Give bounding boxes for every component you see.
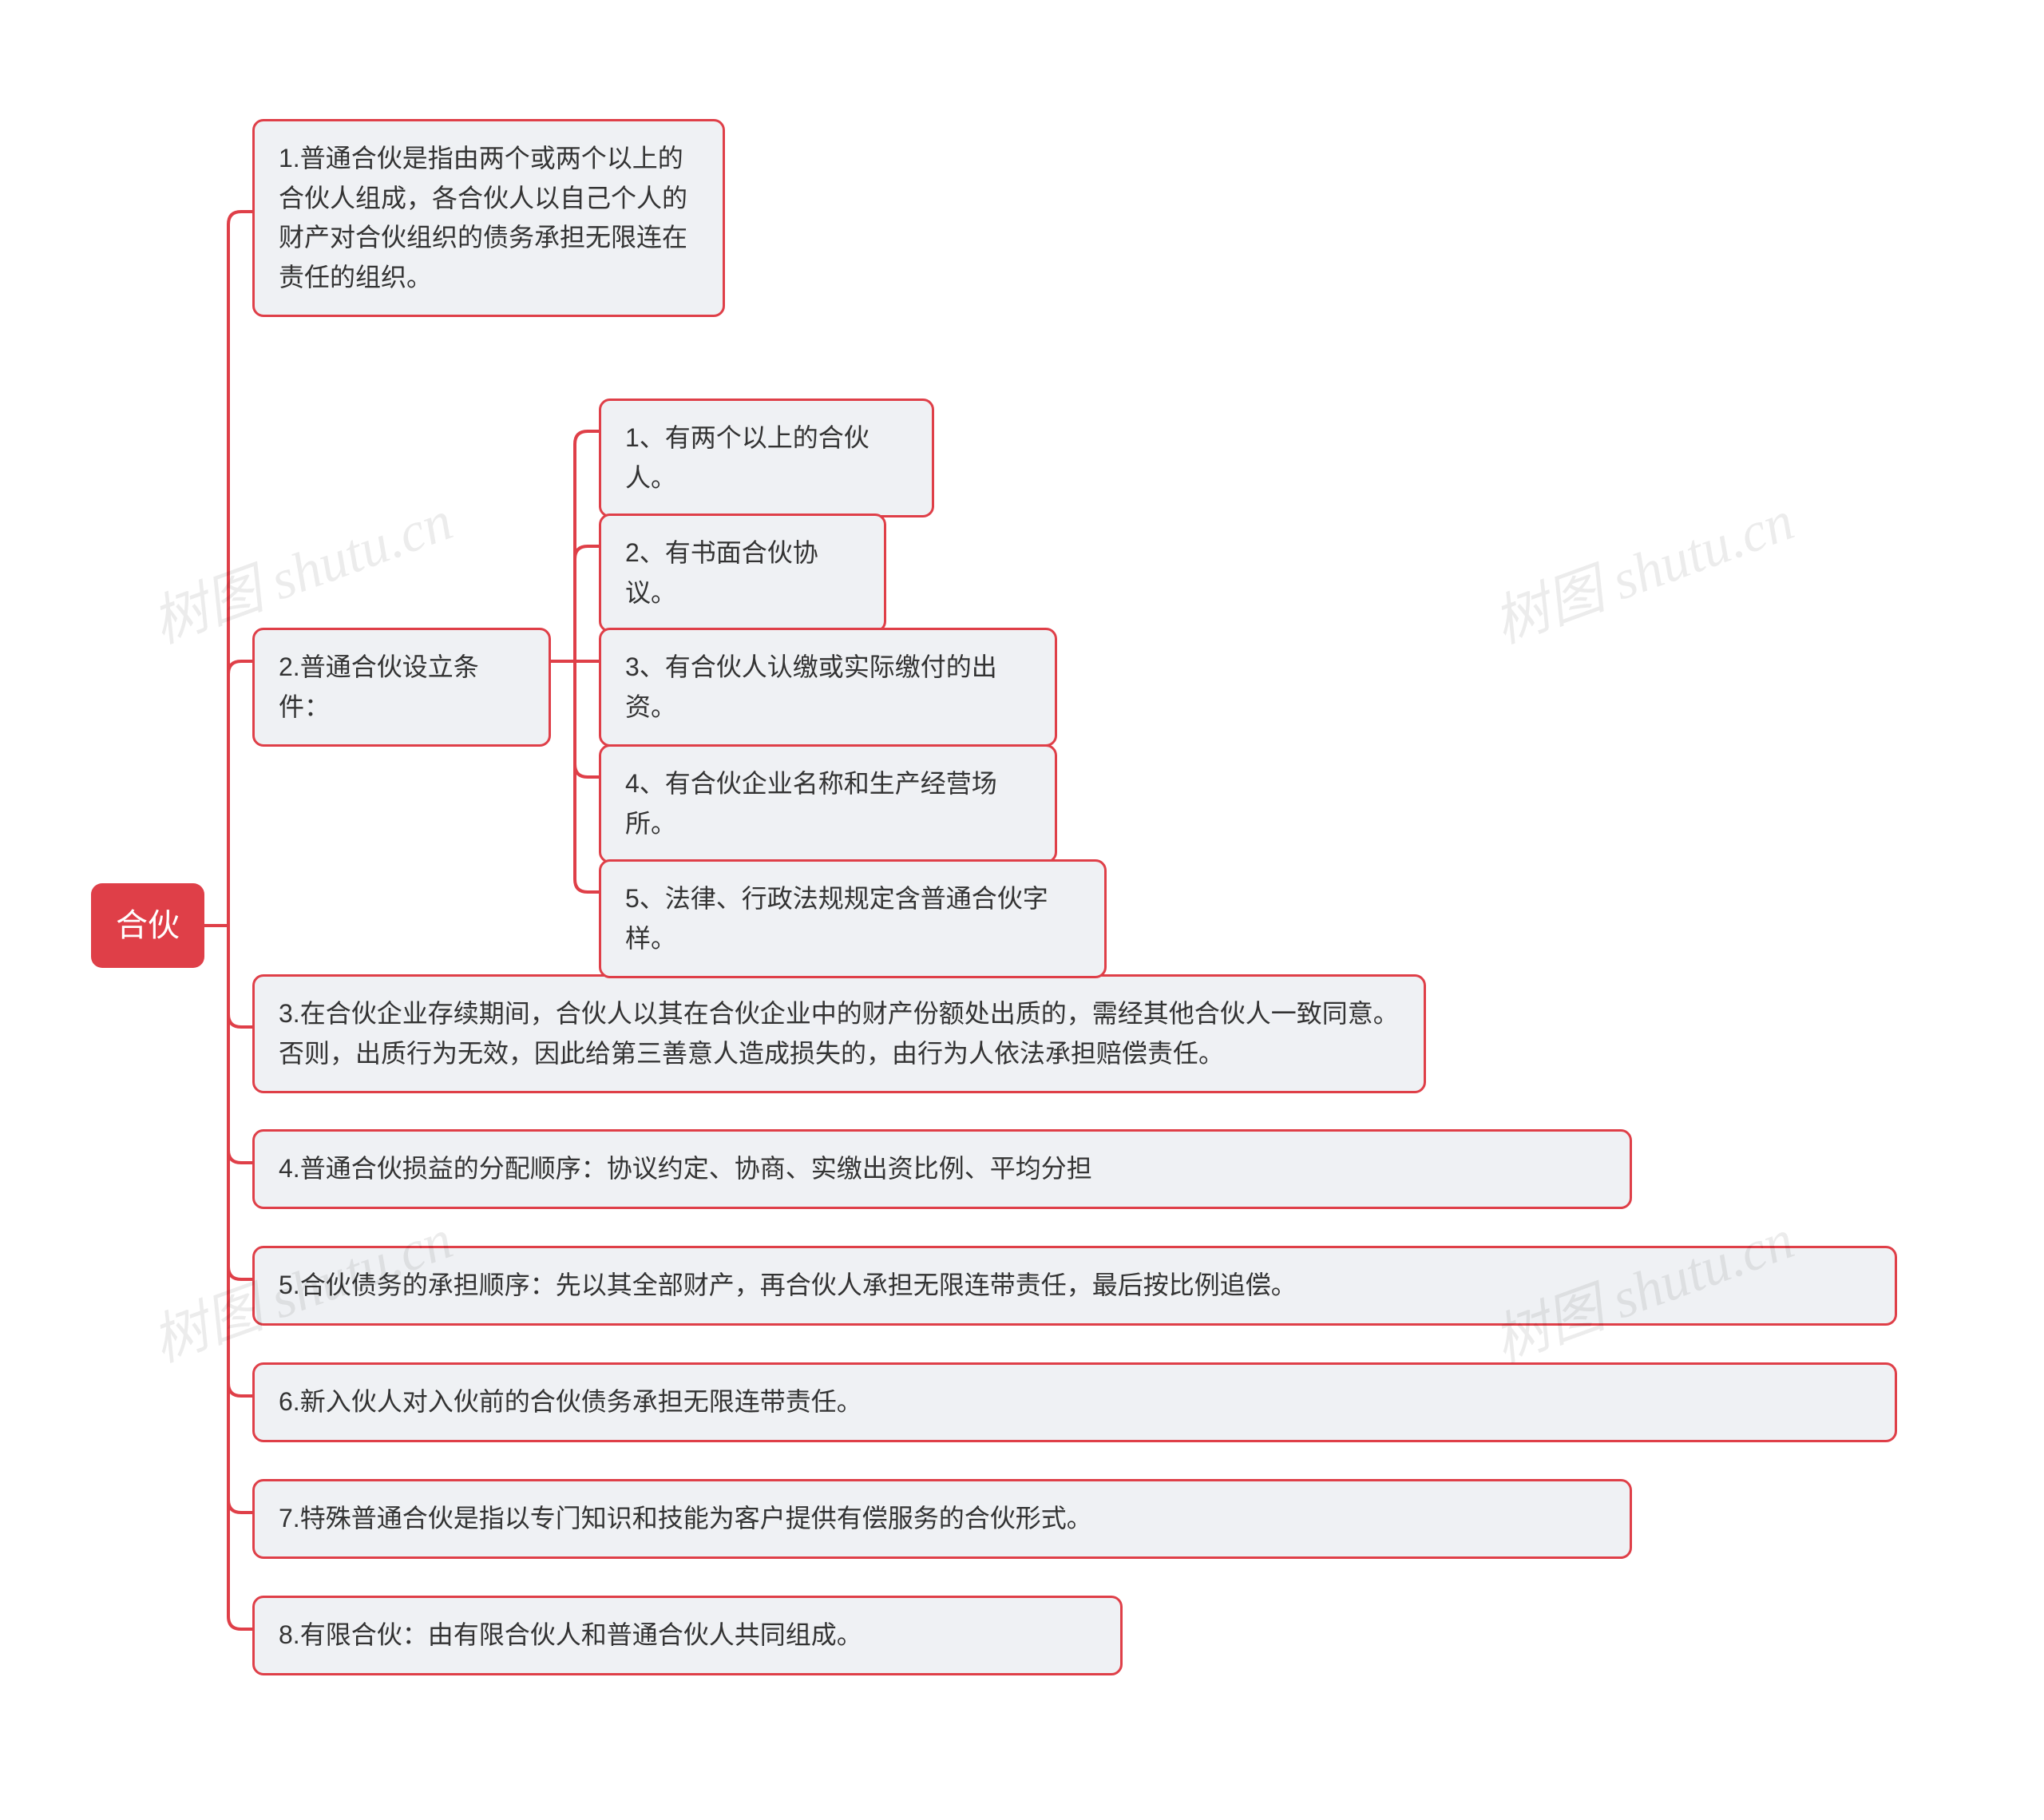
node-label: 4、有合伙企业名称和生产经营场所。 [625, 764, 1031, 843]
mindmap-canvas: { "type": "tree", "background_color": "#… [0, 0, 2044, 1820]
node-label: 3、有合伙人认缴或实际缴付的出资。 [625, 648, 1031, 727]
root-label: 合伙 [116, 901, 180, 950]
node-label: 4.普通合伙损益的分配顺序：协议约定、协商、实缴出资比例、平均分担 [279, 1149, 1092, 1189]
level1-node-c3[interactable]: 3.在合伙企业存续期间，合伙人以其在合伙企业中的财产份额处出质的，需经其他合伙人… [252, 974, 1426, 1093]
node-label: 2、有书面合伙协议。 [625, 533, 860, 613]
level2-node-c2c[interactable]: 3、有合伙人认缴或实际缴付的出资。 [599, 628, 1057, 747]
watermark: 树图 shutu.cn [1481, 476, 1804, 659]
level1-node-c2[interactable]: 2.普通合伙设立条件： [252, 628, 551, 747]
node-label: 2.普通合伙设立条件： [279, 648, 525, 727]
level2-node-c2b[interactable]: 2、有书面合伙协议。 [599, 513, 886, 632]
node-label: 5.合伙债务的承担顺序：先以其全部财产，再合伙人承担无限连带责任，最后按比例追偿… [279, 1266, 1297, 1306]
node-label: 6.新入伙人对入伙前的合伙债务承担无限连带责任。 [279, 1382, 862, 1422]
level1-node-c7[interactable]: 7.特殊普通合伙是指以专门知识和技能为客户提供有偿服务的合伙形式。 [252, 1479, 1632, 1559]
node-label: 1.普通合伙是指由两个或两个以上的合伙人组成，各合伙人以自己个人的财产对合伙组织… [279, 139, 699, 297]
level1-node-c4[interactable]: 4.普通合伙损益的分配顺序：协议约定、协商、实缴出资比例、平均分担 [252, 1129, 1632, 1209]
level1-node-c5[interactable]: 5.合伙债务的承担顺序：先以其全部财产，再合伙人承担无限连带责任，最后按比例追偿… [252, 1246, 1897, 1326]
node-label: 8.有限合伙：由有限合伙人和普通合伙人共同组成。 [279, 1616, 862, 1655]
level2-node-c2e[interactable]: 5、法律、行政法规规定含普通合伙字样。 [599, 859, 1107, 978]
level2-node-c2d[interactable]: 4、有合伙企业名称和生产经营场所。 [599, 744, 1057, 863]
node-label: 7.特殊普通合伙是指以专门知识和技能为客户提供有偿服务的合伙形式。 [279, 1499, 1092, 1539]
level1-node-c6[interactable]: 6.新入伙人对入伙前的合伙债务承担无限连带责任。 [252, 1362, 1897, 1442]
root-node[interactable]: 合伙 [91, 883, 204, 968]
node-label: 3.在合伙企业存续期间，合伙人以其在合伙企业中的财产份额处出质的，需经其他合伙人… [279, 994, 1400, 1073]
level2-node-c2a[interactable]: 1、有两个以上的合伙人。 [599, 398, 934, 517]
node-label: 1、有两个以上的合伙人。 [625, 418, 908, 498]
level1-node-c1[interactable]: 1.普通合伙是指由两个或两个以上的合伙人组成，各合伙人以自己个人的财产对合伙组织… [252, 119, 725, 317]
level1-node-c8[interactable]: 8.有限合伙：由有限合伙人和普通合伙人共同组成。 [252, 1596, 1123, 1675]
node-label: 5、法律、行政法规规定含普通合伙字样。 [625, 879, 1080, 958]
